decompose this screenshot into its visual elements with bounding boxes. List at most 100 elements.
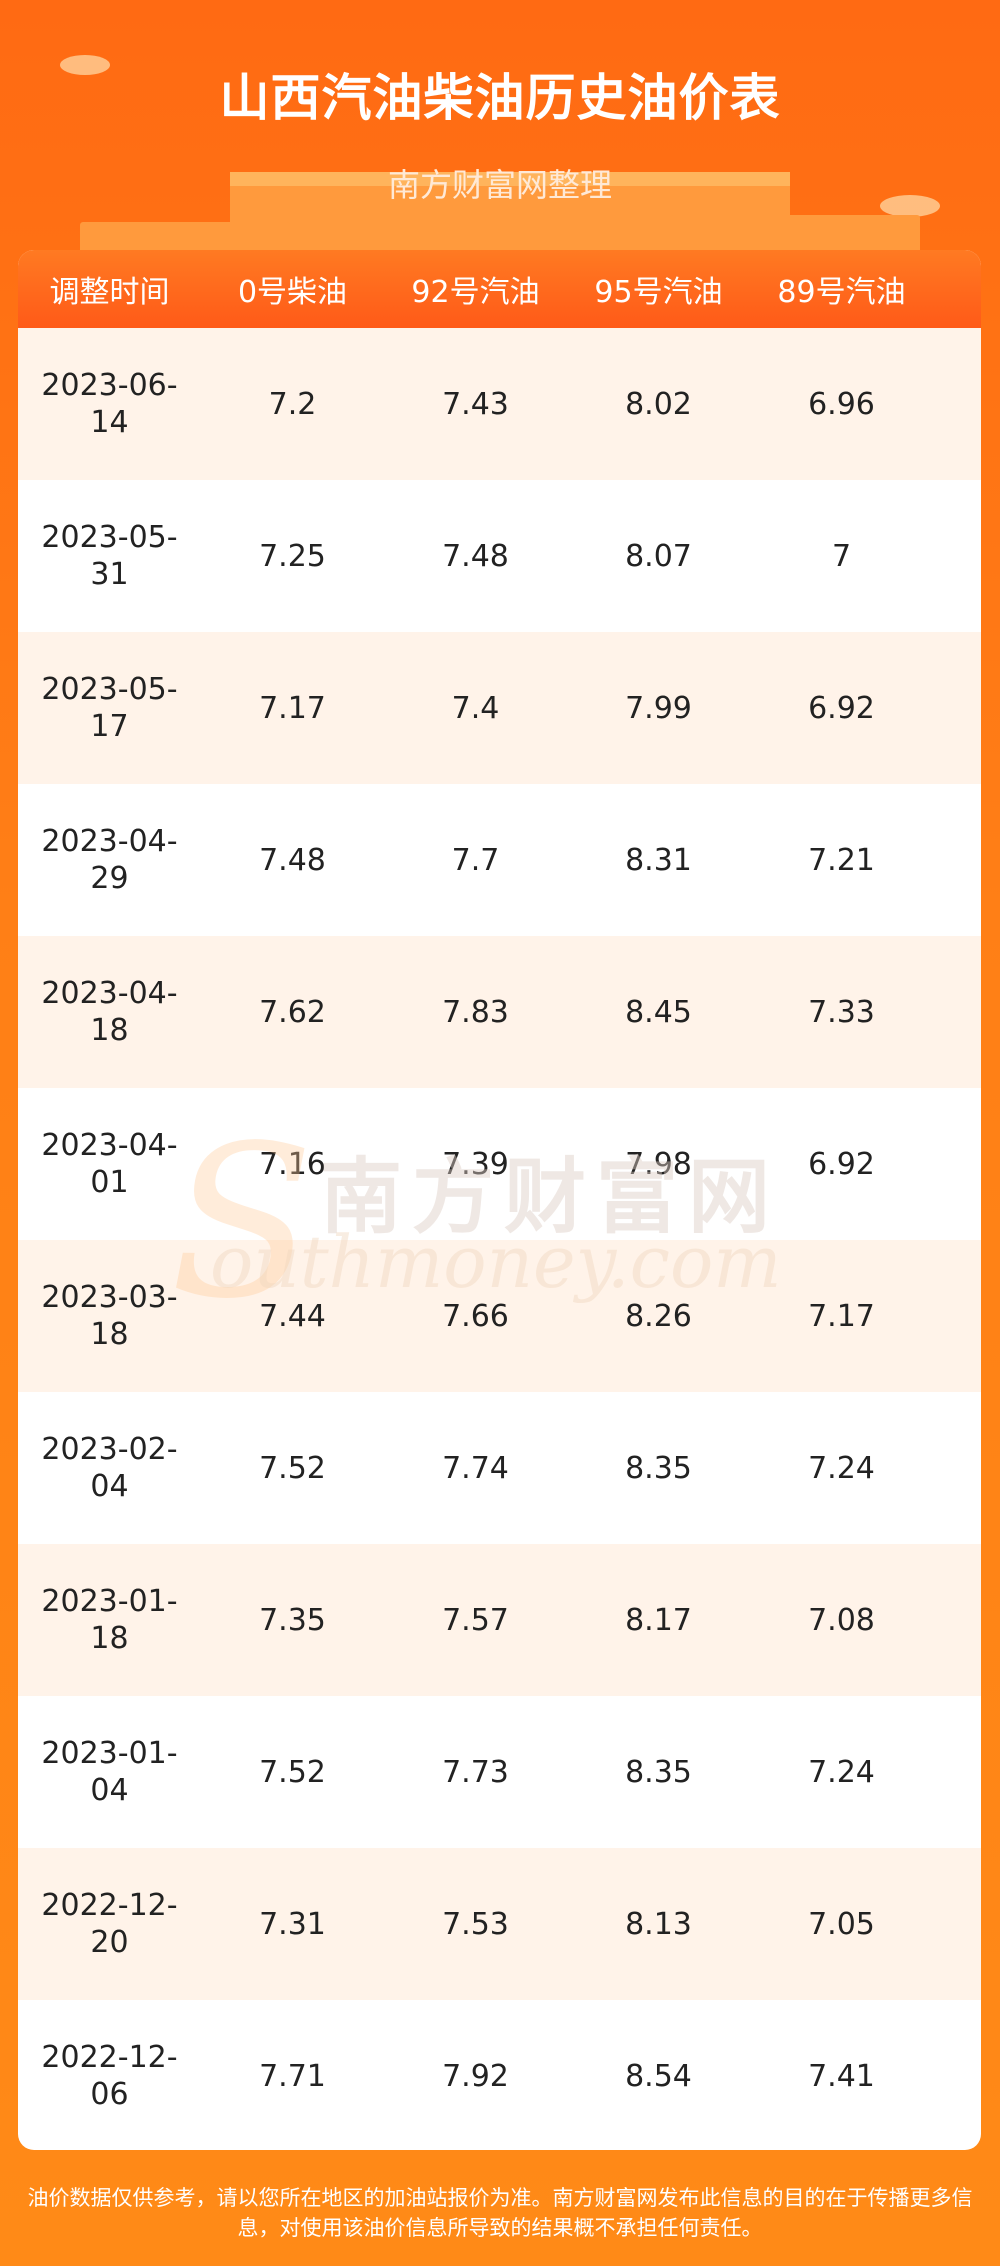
date-line1: 2022-12- <box>41 2040 178 2075</box>
page-subtitle: 南方财富网整理 <box>387 166 612 204</box>
gasoline-92-cell: 7.48 <box>442 538 509 574</box>
gasoline-95-cell: 8.07 <box>625 538 692 574</box>
gasoline-89-cell: 7.08 <box>808 1602 875 1638</box>
gasoline-89-cell: 7.24 <box>808 1754 875 1790</box>
diesel-0-cell: 7.35 <box>259 1602 326 1638</box>
gasoline-89-cell: 7.05 <box>808 1906 875 1942</box>
gasoline-95-cell: 7.98 <box>625 1146 692 1182</box>
column-header-gasoline-89: 89号汽油 <box>777 275 906 310</box>
table-row: 2023-04- 18 7.62 7.83 8.45 7.33 <box>18 936 981 1088</box>
date-cell: 2023-05- 17 <box>18 671 201 745</box>
gasoline-95-cell: 8.17 <box>625 1602 692 1638</box>
table-row: 2023-01- 18 7.35 7.57 8.17 7.08 <box>18 1544 981 1696</box>
date-line1: 2023-06- <box>41 368 178 403</box>
date-line1: 2023-02- <box>41 1432 178 1467</box>
date-line2: 17 <box>90 709 129 744</box>
diesel-0-cell: 7.17 <box>259 690 326 726</box>
date-line1: 2023-03- <box>41 1280 178 1315</box>
podium-decoration <box>230 172 790 186</box>
gasoline-92-cell: 7.4 <box>451 690 500 726</box>
gasoline-89-cell: 7 <box>831 538 852 574</box>
diesel-0-cell: 7.31 <box>259 1906 326 1942</box>
gasoline-89-cell: 6.92 <box>808 1146 875 1182</box>
date-line2: 18 <box>90 1013 129 1048</box>
date-line1: 2023-04- <box>41 1128 178 1163</box>
table-header: 调整时间 0号柴油 92号汽油 95号汽油 89号汽油 <box>18 250 981 328</box>
hero-banner: 山西汽油柴油历史油价表 南方财富网整理 <box>0 0 1000 260</box>
column-header-gasoline-95: 95号汽油 <box>594 275 723 310</box>
gasoline-92-cell: 7.83 <box>442 994 509 1030</box>
gasoline-95-cell: 8.26 <box>625 1298 692 1334</box>
gasoline-92-cell: 7.73 <box>442 1754 509 1790</box>
date-cell: 2023-04- 29 <box>18 823 201 897</box>
date-line2: 04 <box>90 1773 129 1808</box>
gasoline-89-cell: 7.17 <box>808 1298 875 1334</box>
date-cell: 2023-02- 04 <box>18 1431 201 1505</box>
table-row: 2023-05- 17 7.17 7.4 7.99 6.92 <box>18 632 981 784</box>
disclaimer: 油价数据仅供参考，请以您所在地区的加油站报价为准。南方财富网发布此信息的目的在于… <box>0 2183 1000 2243</box>
gasoline-89-cell: 7.33 <box>808 994 875 1030</box>
date-line1: 2022-12- <box>41 1888 178 1923</box>
table-row: 2023-04- 01 7.16 7.39 7.98 6.92 <box>18 1088 981 1240</box>
disclaimer-line1: 油价数据仅供参考，请以您所在地区的加油站报价为准。南方财富网发布此信息的目的在于… <box>27 2186 973 2210</box>
gasoline-92-cell: 7.43 <box>442 386 509 422</box>
date-line2: 18 <box>90 1621 129 1656</box>
gasoline-89-cell: 7.24 <box>808 1450 875 1486</box>
table-row: 2022-12- 06 7.71 7.92 8.54 7.41 <box>18 2000 981 2150</box>
gasoline-95-cell: 8.02 <box>625 386 692 422</box>
gasoline-89-cell: 6.96 <box>808 386 875 422</box>
gasoline-92-cell: 7.66 <box>442 1298 509 1334</box>
gasoline-89-cell: 7.41 <box>808 2058 875 2094</box>
diesel-0-cell: 7.62 <box>259 994 326 1030</box>
table-row: 2022-12- 20 7.31 7.53 8.13 7.05 <box>18 1848 981 2000</box>
date-line2: 31 <box>90 557 129 592</box>
table-row: 2023-06- 14 7.2 7.43 8.02 6.96 <box>18 328 981 480</box>
diesel-0-cell: 7.71 <box>259 2058 326 2094</box>
gasoline-89-cell: 7.21 <box>808 842 875 878</box>
coin-decoration <box>880 195 940 217</box>
date-line2: 14 <box>90 405 129 440</box>
date-line2: 18 <box>90 1317 129 1352</box>
price-table: 调整时间 0号柴油 92号汽油 95号汽油 89号汽油 2023-06- 14 7… <box>18 250 981 2150</box>
table-row: 2023-04- 29 7.48 7.7 8.31 7.21 <box>18 784 981 936</box>
table-row: 2023-02- 04 7.52 7.74 8.35 7.24 <box>18 1392 981 1544</box>
date-line1: 2023-01- <box>41 1584 178 1619</box>
gasoline-89-cell: 6.92 <box>808 690 875 726</box>
disclaimer-line2: 息，对使用该油价信息所导致的结果概不承担任何责任。 <box>237 2216 763 2240</box>
diesel-0-cell: 7.16 <box>259 1146 326 1182</box>
date-line2: 06 <box>90 2077 129 2112</box>
column-header-diesel-0: 0号柴油 <box>237 275 348 310</box>
date-cell: 2023-04- 01 <box>18 1127 201 1201</box>
gasoline-95-cell: 8.35 <box>625 1450 692 1486</box>
column-header-date: 调整时间 <box>49 275 170 310</box>
gasoline-95-cell: 8.45 <box>625 994 692 1030</box>
gasoline-92-cell: 7.39 <box>442 1146 509 1182</box>
diesel-0-cell: 7.25 <box>259 538 326 574</box>
date-cell: 2023-05- 31 <box>18 519 201 593</box>
date-cell: 2023-04- 18 <box>18 975 201 1049</box>
diesel-0-cell: 7.44 <box>259 1298 326 1334</box>
date-cell: 2023-01- 18 <box>18 1583 201 1657</box>
date-line1: 2023-04- <box>41 824 178 859</box>
gasoline-92-cell: 7.74 <box>442 1450 509 1486</box>
gasoline-92-cell: 7.53 <box>442 1906 509 1942</box>
date-cell: 2022-12- 06 <box>18 2039 201 2113</box>
date-cell: 2023-06- 14 <box>18 367 201 441</box>
date-line2: 20 <box>90 1925 129 1960</box>
date-line2: 04 <box>90 1469 129 1504</box>
gasoline-92-cell: 7.92 <box>442 2058 509 2094</box>
diesel-0-cell: 7.48 <box>259 842 326 878</box>
date-line2: 01 <box>90 1165 129 1200</box>
diesel-0-cell: 7.52 <box>259 1754 326 1790</box>
date-cell: 2023-01- 04 <box>18 1735 201 1809</box>
table-row: 2023-01- 04 7.52 7.73 8.35 7.24 <box>18 1696 981 1848</box>
date-cell: 2022-12- 20 <box>18 1887 201 1961</box>
table-row: 2023-05- 31 7.25 7.48 8.07 7 <box>18 480 981 632</box>
date-line1: 2023-01- <box>41 1736 178 1771</box>
date-line1: 2023-04- <box>41 976 178 1011</box>
diesel-0-cell: 7.2 <box>268 386 317 422</box>
coin-decoration <box>60 55 110 75</box>
column-header-gasoline-92: 92号汽油 <box>411 275 540 310</box>
gasoline-92-cell: 7.57 <box>442 1602 509 1638</box>
gasoline-95-cell: 8.13 <box>625 1906 692 1942</box>
